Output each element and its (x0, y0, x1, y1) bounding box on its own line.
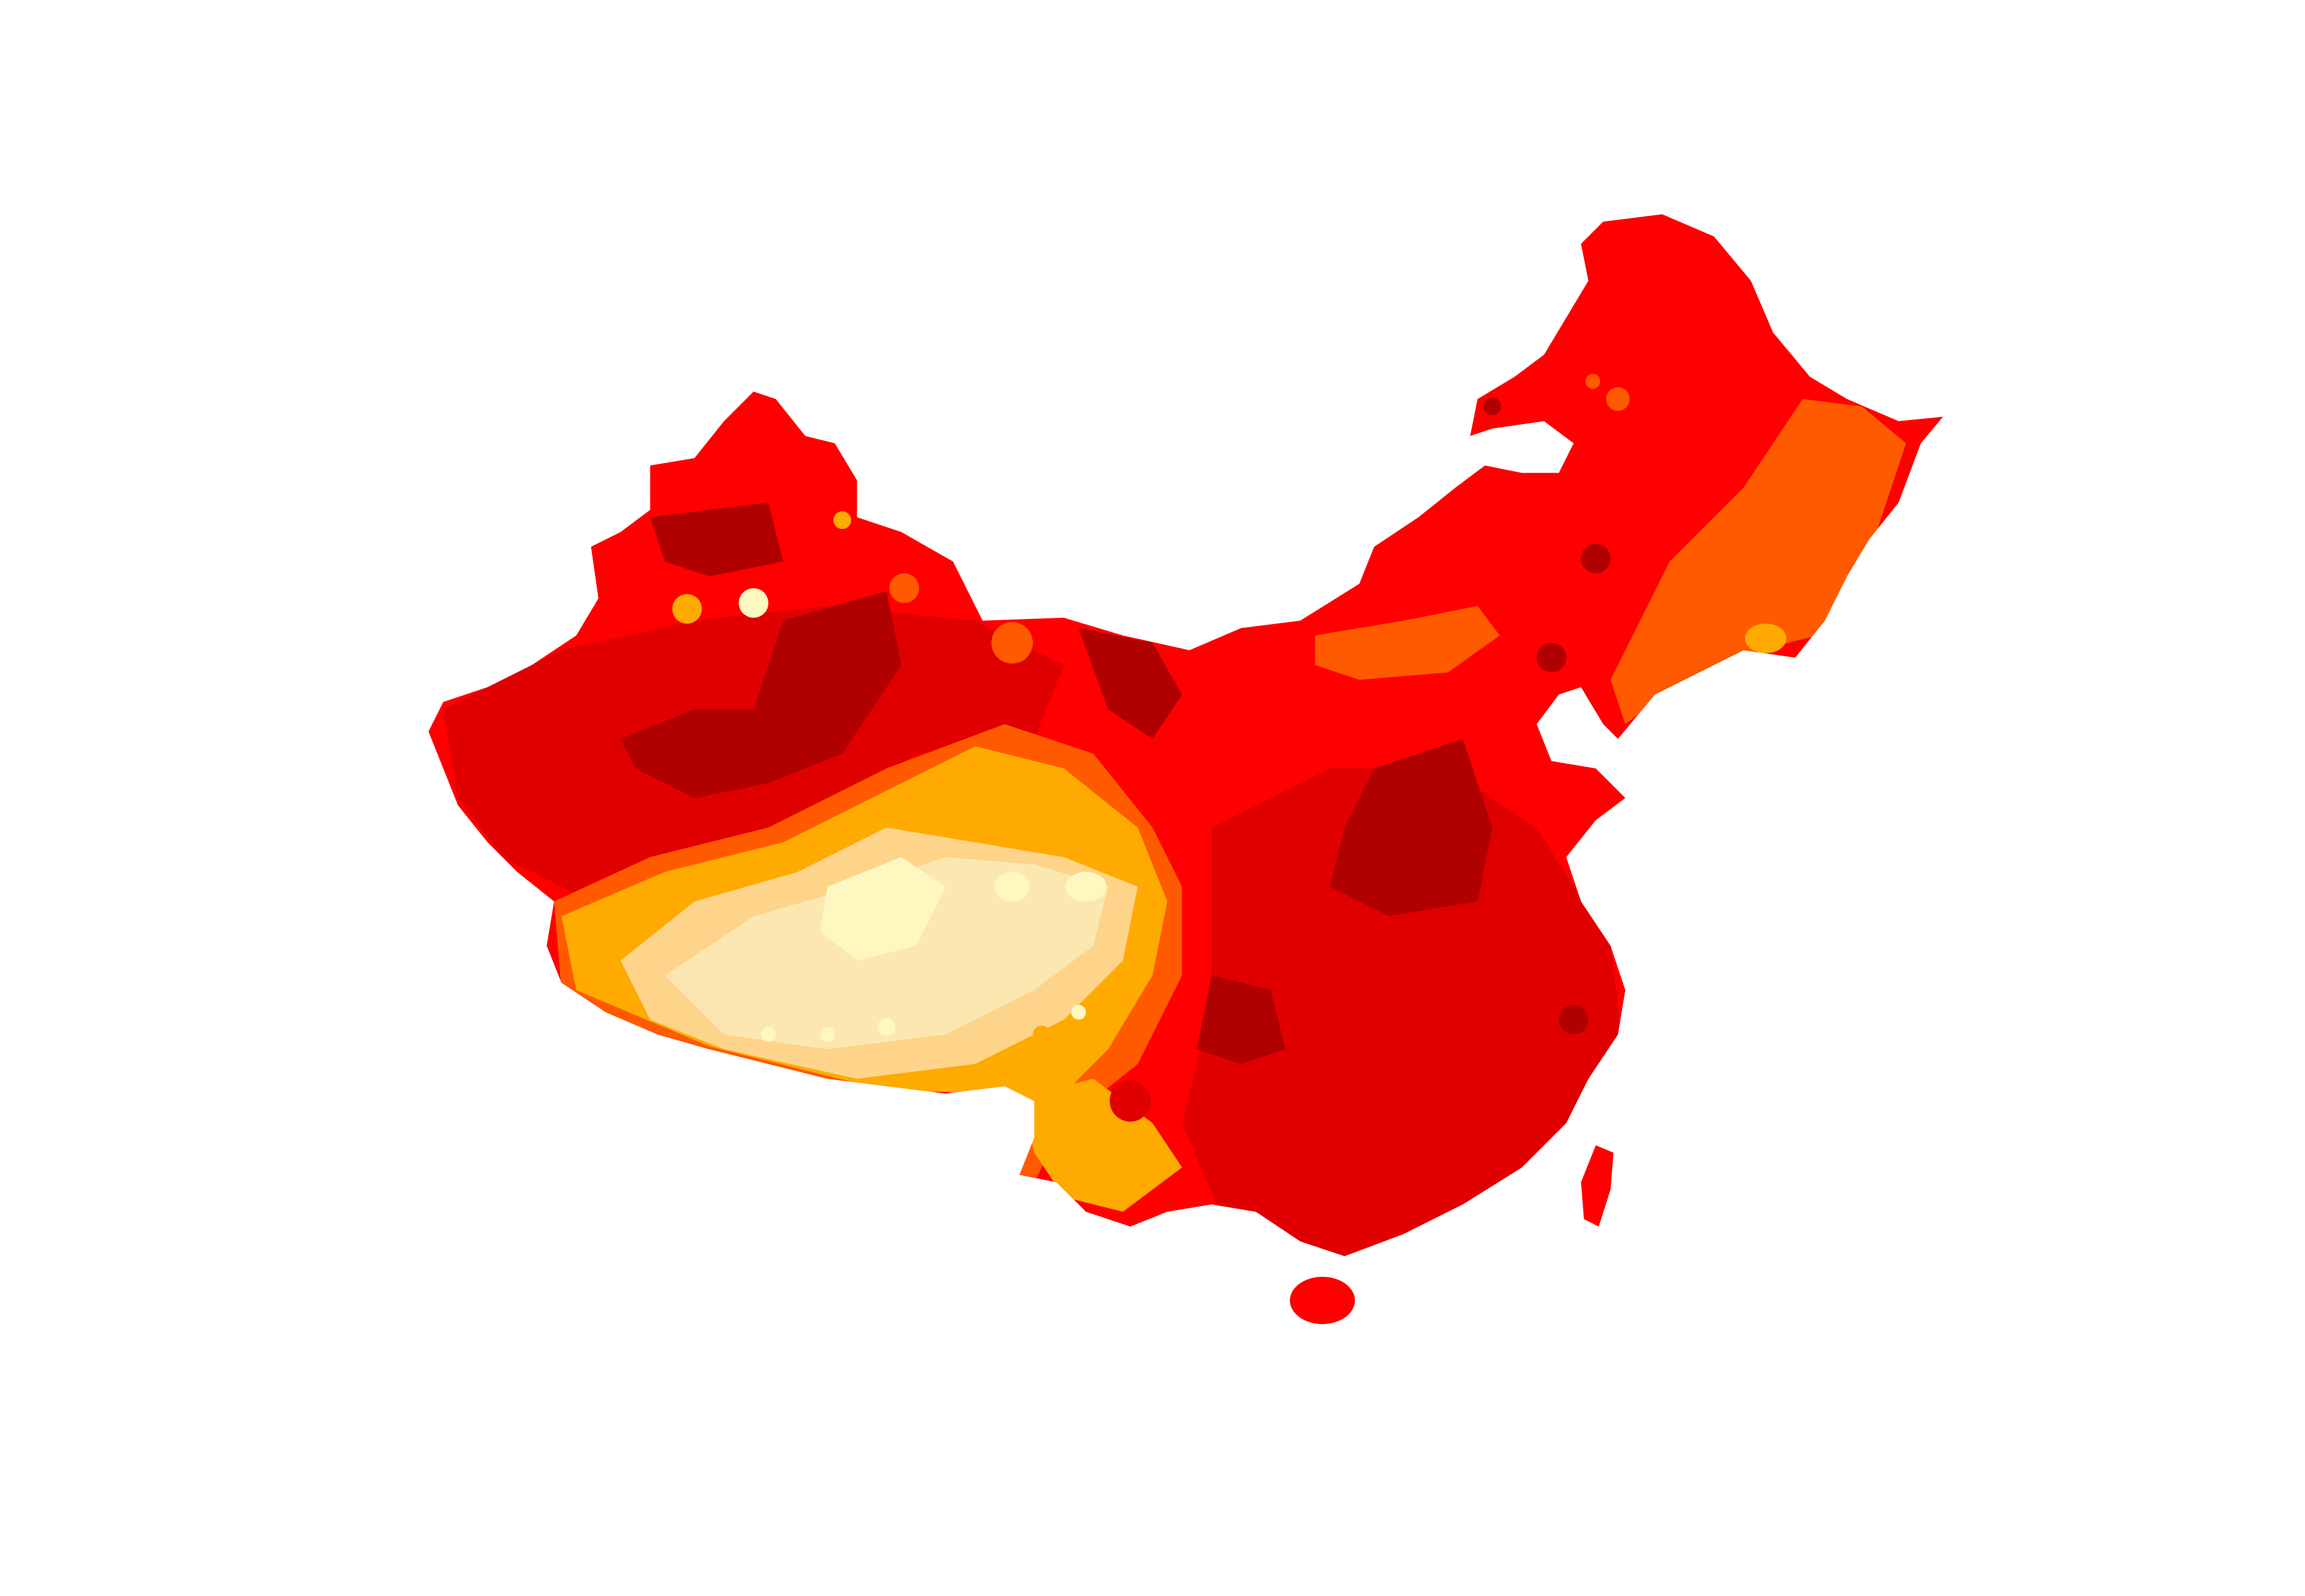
band-orange-yunnan (1034, 1078, 1182, 1212)
band-darkest-dzungaria (650, 502, 783, 577)
band-orange-red-inner-mongolia (1315, 605, 1500, 680)
hotspot-7 (833, 511, 852, 530)
band-darkest-tarim (620, 591, 902, 798)
hotspot-8 (1037, 801, 1091, 854)
band-palest-spot-1 (994, 872, 1030, 902)
hotspot-13 (1558, 1004, 1589, 1035)
hotspot-11 (1581, 544, 1611, 573)
hotspot-4 (991, 622, 1033, 664)
band-orange-northeast-spot (1745, 624, 1787, 653)
hotspot-5 (1606, 387, 1630, 411)
hotspot-16 (1033, 1025, 1051, 1044)
hotspot-2 (672, 594, 702, 624)
band-palest-plateau (820, 857, 946, 961)
hotspot-18 (820, 1027, 835, 1042)
band-darkest-sichuan (1196, 975, 1286, 1064)
hotspot-15 (1071, 1004, 1086, 1020)
band-dark-southeast (1182, 768, 1626, 1271)
band-darkest-central-east (1330, 739, 1493, 917)
hotspot-1 (739, 588, 768, 618)
band-palest-spot-2 (1065, 872, 1107, 902)
band-orange-red-northeast (1610, 399, 1907, 724)
hotspot-10 (1483, 397, 1501, 416)
hotspot-3 (889, 573, 919, 603)
hotspot-17 (761, 1027, 776, 1042)
hotspot-9 (971, 804, 995, 828)
hotspot-6 (1585, 373, 1601, 389)
band-dark-yunnan-spot (1109, 1080, 1151, 1122)
hotspot-14 (877, 1018, 895, 1036)
band-darkest-gansu (1078, 628, 1182, 739)
hotspot-12 (1537, 642, 1566, 673)
